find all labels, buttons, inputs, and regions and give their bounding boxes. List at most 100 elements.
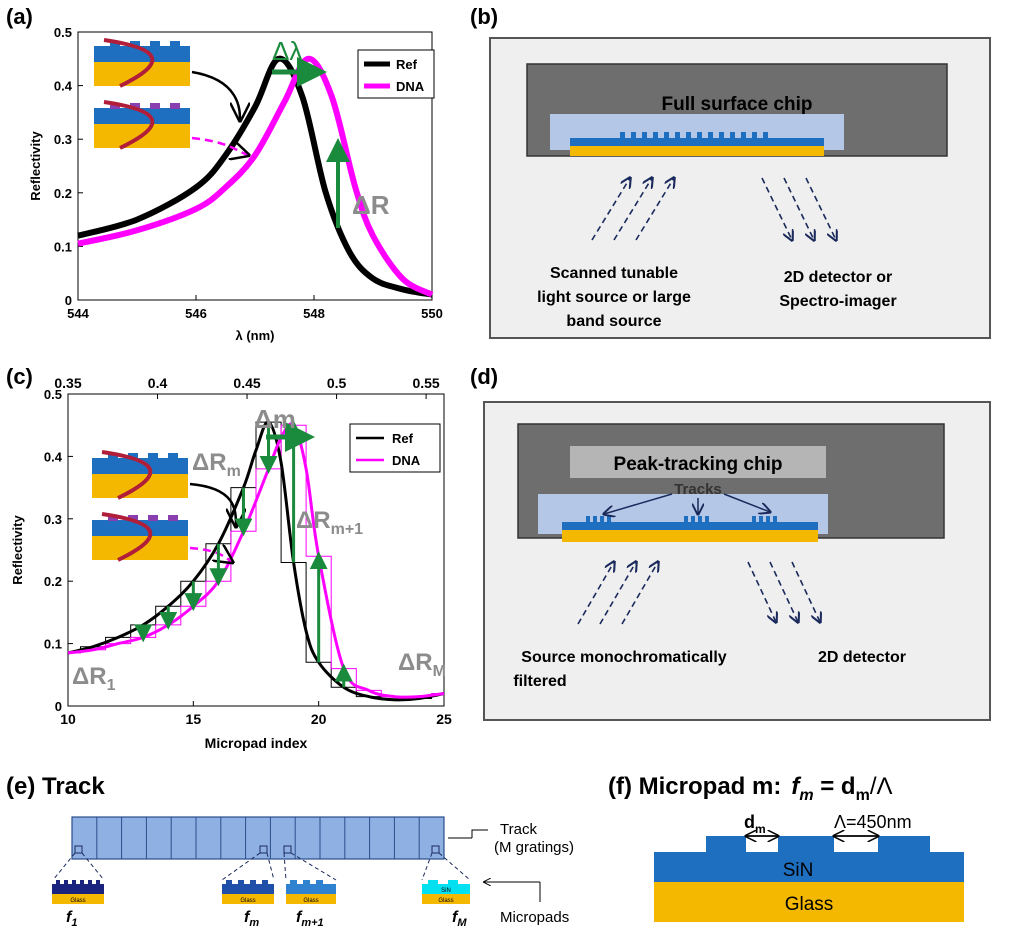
pad-label-1: f1 — [66, 909, 77, 929]
legend-ref-label: Ref — [396, 57, 418, 72]
detector-arrows — [747, 561, 820, 622]
track-bar — [71, 816, 445, 860]
grating-tooth — [675, 132, 680, 138]
top-tick-label: 0.4 — [148, 375, 168, 391]
chip-title-bar — [570, 446, 826, 478]
panel-b: (b) Full surface chip Scanned tunable li… — [470, 4, 991, 339]
grating-tooth — [752, 516, 756, 522]
chip-title: Full surface chip — [662, 94, 813, 115]
pad-label-m1: fm+1 — [296, 909, 324, 929]
delta-rm-label: ΔRm — [192, 449, 241, 480]
panel-a-legend: Ref DNA — [357, 49, 435, 99]
panel-a: (a) 0 0.1 0.2 0.3 0.4 0.5 544 546 548 550 Reflec… — [6, 4, 443, 343]
micropad-M: SiN Glass — [422, 880, 470, 904]
track-label-2: (M gratings) — [494, 839, 574, 856]
evanescent-wave-icon — [103, 100, 155, 150]
panel-c-ylabel: Reflectivity — [10, 515, 25, 585]
source-text-2: light source or large — [537, 289, 691, 306]
micropads-label: Micropads — [500, 909, 569, 926]
ytick-label: 0.5 — [54, 25, 72, 40]
grating-tooth — [684, 516, 688, 522]
source-text-1: Source monochromatically — [521, 649, 726, 666]
track-pointer-arrow — [723, 493, 770, 512]
ytick-label: 0.5 — [44, 387, 62, 402]
delta-lambda-label: Δλ — [272, 36, 302, 66]
ytick-label: 0.1 — [54, 239, 72, 254]
track-pointer-arrow — [604, 493, 673, 514]
panel-b-label: (b) — [470, 4, 498, 29]
grating-tooth — [773, 516, 777, 522]
chip-glass-layer — [562, 530, 818, 542]
xtick-label: 10 — [60, 711, 76, 727]
legend-ref-label: Ref — [392, 431, 414, 446]
grating-tooth — [653, 132, 658, 138]
panel-c-topticks: 0.35 0.4 0.45 0.5 0.55 — [54, 375, 440, 399]
ytick-label: 0.4 — [44, 449, 63, 464]
delta-r-label: ΔR — [352, 190, 390, 220]
panel-a-plot-frame — [77, 31, 433, 301]
panel-a-yticks: 0 0.1 0.2 0.3 0.4 0.5 — [54, 25, 83, 308]
panel-c-label: (c) — [6, 364, 33, 389]
grating-tooth — [607, 516, 611, 522]
grating-tooth — [664, 132, 669, 138]
ytick-label: 0.1 — [44, 637, 62, 652]
grating-tooth — [705, 516, 709, 522]
chip-title: Peak-tracking chip — [614, 454, 783, 475]
ytick-label: 0.2 — [54, 186, 72, 201]
source-arrows — [577, 562, 658, 625]
top-tick-label: 0.5 — [327, 375, 347, 391]
xtick-label: 20 — [311, 711, 327, 727]
pad-text: Glass — [240, 898, 255, 904]
ytick-label: 0 — [65, 293, 72, 308]
panel-c-xticks: 10 15 20 25 — [60, 701, 452, 727]
grating-tooth — [778, 836, 834, 852]
evanescent-wave-icon — [103, 38, 155, 88]
tracks-label: Tracks — [674, 481, 722, 498]
grating-tooth — [763, 132, 768, 138]
evanescent-wave-icon — [101, 512, 153, 562]
inset-dna-arrow — [191, 136, 248, 155]
source-arrows — [591, 178, 674, 241]
legend-dna-label: DNA — [392, 453, 421, 468]
chip-track-gratings — [586, 516, 777, 522]
detector-text: 2D detector — [818, 649, 906, 666]
micropad-m-plus-1: Glass — [286, 880, 336, 904]
panel-a-ylabel: Reflectivity — [28, 131, 43, 201]
detector-text-1: 2D detector or — [784, 269, 892, 286]
top-tick-label: 0.35 — [54, 375, 81, 391]
pad-label-m: fm — [244, 909, 259, 929]
source-text-1: Scanned tunable — [550, 265, 678, 282]
xtick-label: 550 — [421, 306, 443, 321]
panel-c-xlabel: Micropad index — [205, 735, 308, 751]
panel-a-inset-ref — [94, 38, 240, 120]
period-label: Λ=450nm — [834, 812, 912, 832]
sin-layer — [654, 852, 964, 882]
pad-text: Glass — [303, 898, 318, 904]
grating-tooth — [631, 132, 636, 138]
grating-tooth — [741, 132, 746, 138]
track-cells — [96, 817, 420, 859]
ytick-label: 0 — [55, 699, 62, 714]
track-pointer-line — [471, 829, 488, 838]
grating-tooth — [759, 516, 763, 522]
grating-tooth — [586, 516, 590, 522]
series-steps-dna — [68, 424, 444, 698]
grating-tooth — [600, 516, 604, 522]
grating-tooth — [642, 132, 647, 138]
panel-d-label: (d) — [470, 364, 498, 389]
micropad-m: Glass — [222, 880, 274, 904]
inset-dna-arrow — [189, 548, 232, 562]
pad-text: Glass — [438, 898, 453, 904]
grating-tooth — [766, 516, 770, 522]
xtick-label: 15 — [186, 711, 202, 727]
grating-tooth — [719, 132, 724, 138]
panel-c-plot-frame — [67, 393, 445, 707]
grating-tooth — [730, 132, 735, 138]
panel-a-inset-dna — [94, 100, 248, 155]
inset-sin — [94, 46, 190, 62]
legend-box — [357, 49, 435, 99]
xtick-label: 544 — [67, 306, 89, 321]
track-label-1: Track — [500, 821, 537, 838]
grating-tooth — [686, 132, 691, 138]
